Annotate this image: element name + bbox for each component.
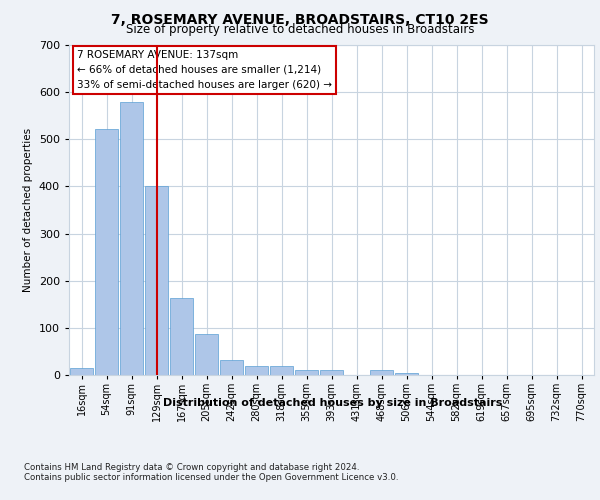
Bar [245,366,268,375]
Bar [270,366,293,375]
Bar [120,102,143,375]
Bar [70,368,93,375]
Text: 7, ROSEMARY AVENUE, BROADSTAIRS, CT10 2ES: 7, ROSEMARY AVENUE, BROADSTAIRS, CT10 2E… [111,12,489,26]
Text: Distribution of detached houses by size in Broadstairs: Distribution of detached houses by size … [163,398,503,407]
Y-axis label: Number of detached properties: Number of detached properties [23,128,33,292]
Bar [370,370,393,375]
Text: 7 ROSEMARY AVENUE: 137sqm
← 66% of detached houses are smaller (1,214)
33% of se: 7 ROSEMARY AVENUE: 137sqm ← 66% of detac… [77,50,332,90]
Bar [95,129,118,375]
Bar [220,360,243,375]
Bar [170,298,193,375]
Text: Size of property relative to detached houses in Broadstairs: Size of property relative to detached ho… [126,22,474,36]
Text: Contains HM Land Registry data © Crown copyright and database right 2024.: Contains HM Land Registry data © Crown c… [24,462,359,471]
Bar [145,186,168,375]
Bar [195,334,218,375]
Bar [395,372,418,375]
Bar [320,370,343,375]
Bar [295,370,318,375]
Text: Contains public sector information licensed under the Open Government Licence v3: Contains public sector information licen… [24,472,398,482]
